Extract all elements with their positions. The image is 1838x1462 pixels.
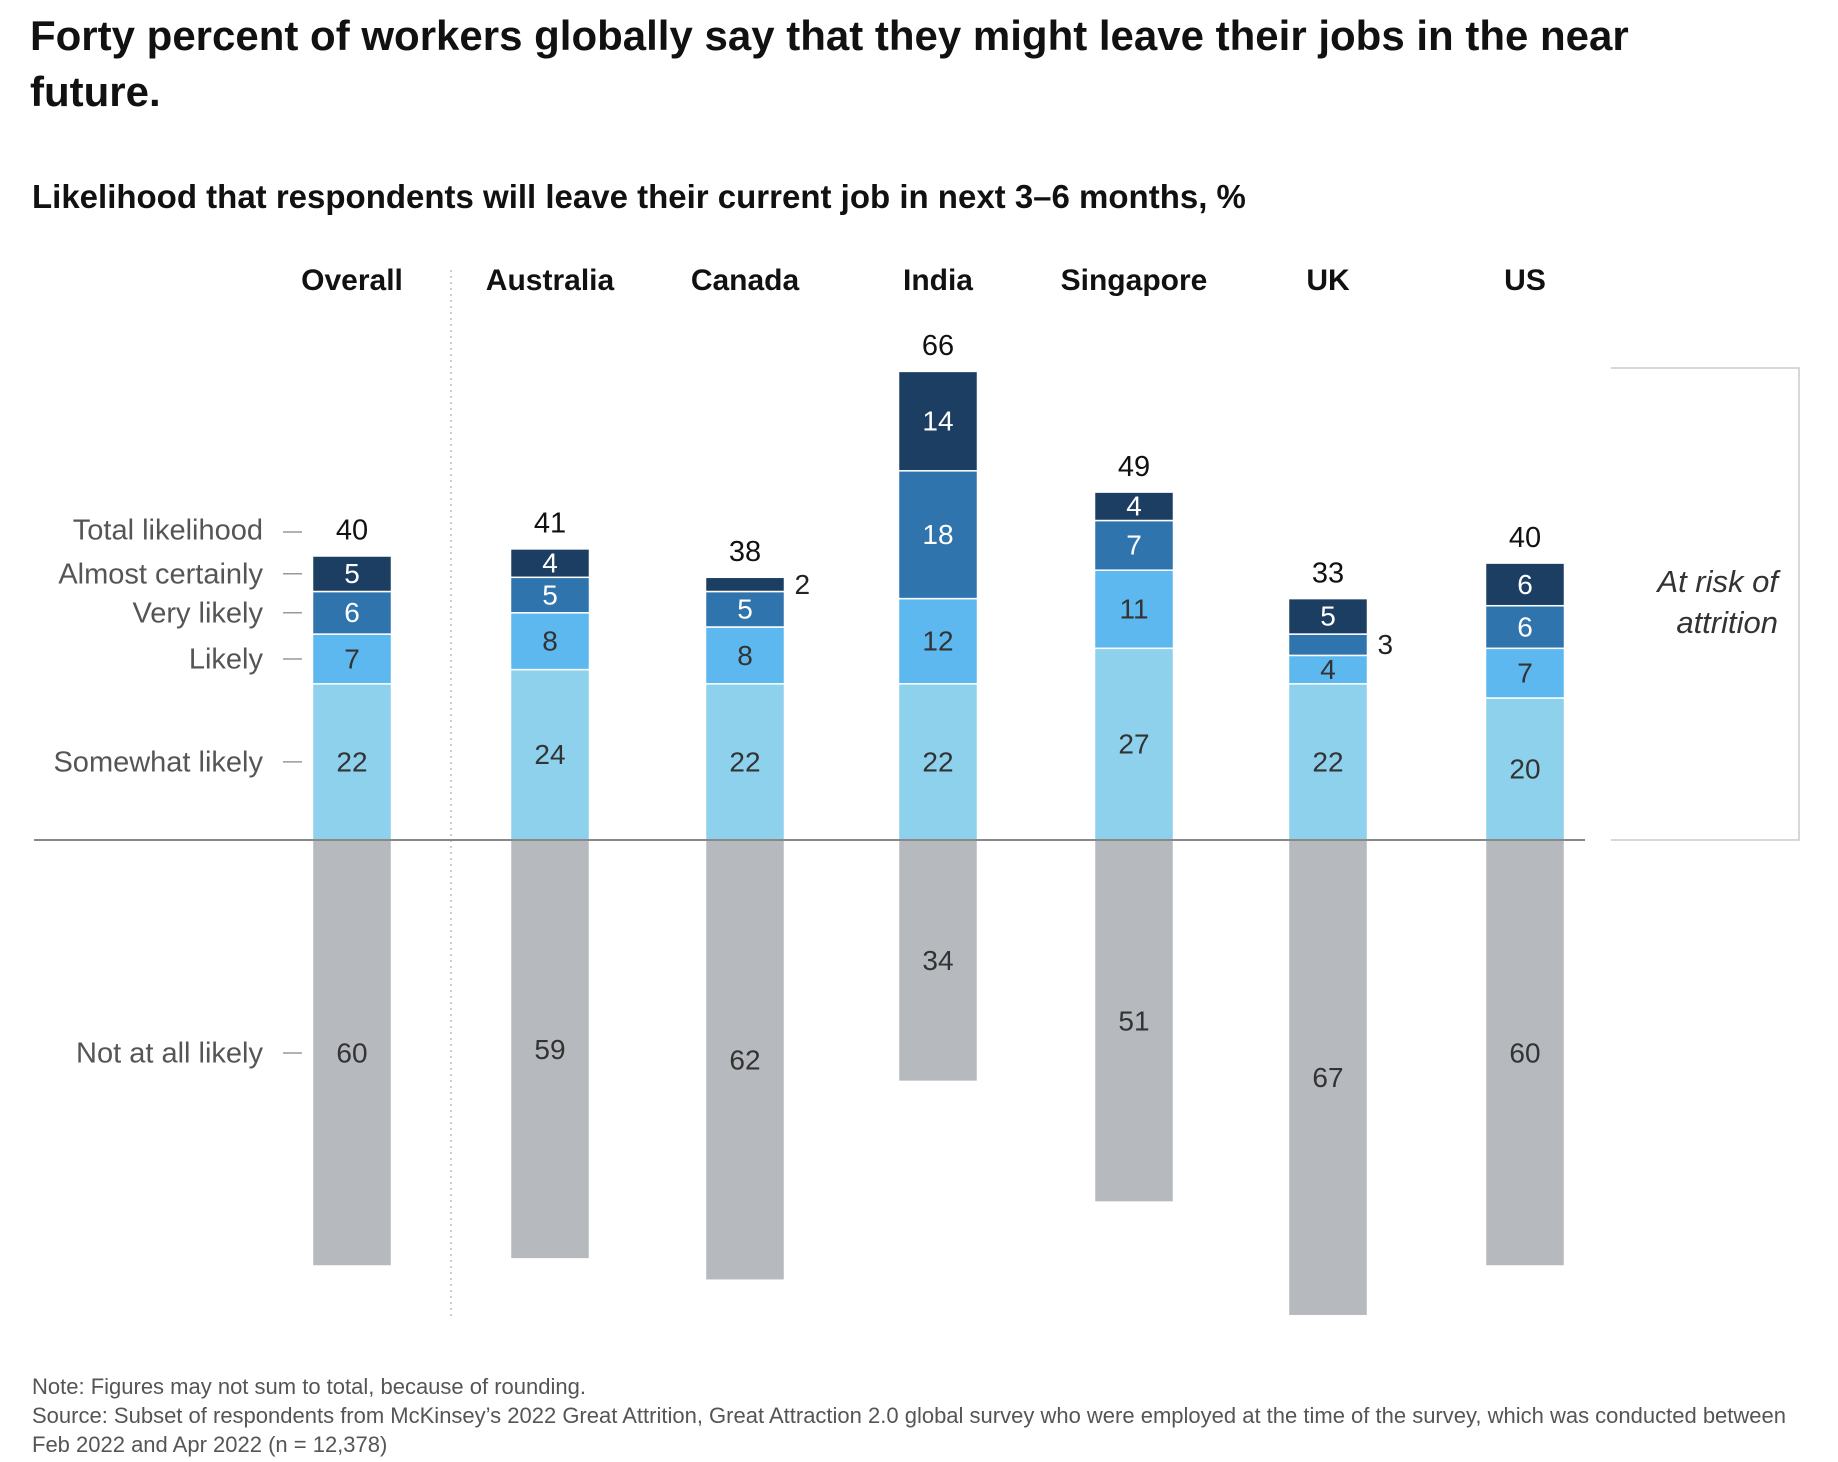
chart-title: Forty percent of workers globally say th…: [30, 12, 1629, 115]
category-label: Singapore: [1061, 264, 1208, 297]
segment-label: 59: [534, 1034, 565, 1065]
bar-segment: [1287, 633, 1369, 657]
footnotes: Note: Figures may not sum to total, beca…: [32, 1372, 1822, 1459]
bar-segment: [1093, 839, 1175, 1203]
segment-label: 51: [1118, 1005, 1149, 1036]
category-label: Overall: [301, 264, 403, 297]
bar-segment: [704, 683, 786, 841]
bar-segment: [1287, 597, 1369, 635]
segment-label: 60: [336, 1037, 367, 1068]
total-label: 49: [1118, 451, 1150, 483]
segment-label: 22: [729, 746, 760, 777]
legend-label: Likely: [189, 644, 264, 676]
legend-label: Somewhat likely: [53, 747, 263, 779]
bar-segment: [311, 590, 393, 635]
segment-label: 34: [922, 945, 953, 976]
total-label: 40: [336, 515, 368, 547]
bar-segment: [1484, 604, 1566, 650]
bar-segment: [1484, 839, 1566, 1267]
legend-label: Total likelihood: [73, 515, 263, 547]
category-label: Canada: [691, 264, 800, 297]
chart-subtitle: Likelihood that respondents will leave t…: [32, 178, 1246, 215]
segment-label: 22: [1312, 746, 1343, 777]
segment-label: 6: [1517, 611, 1533, 642]
segment-label: 62: [729, 1044, 760, 1075]
annotation: At risk of: [1655, 564, 1781, 599]
total-label: 38: [729, 536, 761, 568]
segment-label: 4: [542, 547, 558, 578]
segment-label: 4: [1320, 654, 1336, 685]
bar-segment: [1287, 839, 1369, 1317]
segment-label: 27: [1118, 729, 1149, 760]
legend-label: Almost certainly: [58, 558, 263, 590]
segment-label: 8: [737, 640, 753, 671]
bar-segment: [897, 683, 979, 841]
legend-label: Not at all likely: [76, 1038, 263, 1070]
bar-segment: [704, 576, 786, 593]
bar-segment: [1093, 569, 1175, 650]
bar-segment: [704, 839, 786, 1281]
segment-label: 4: [1126, 491, 1142, 522]
bar-segment: [311, 839, 393, 1267]
category-label: US: [1504, 264, 1546, 297]
segment-label: 5: [344, 558, 360, 589]
segment-label: 8: [542, 626, 558, 657]
legend-label: Very likely: [132, 597, 263, 629]
total-label: 66: [922, 330, 954, 362]
segment-label: 11: [1119, 594, 1148, 625]
segment-label: 22: [922, 746, 953, 777]
segment-label: 5: [542, 579, 558, 610]
segment-label: 7: [344, 643, 360, 674]
segment-label: 18: [922, 519, 953, 550]
bar-segment: [1093, 491, 1175, 522]
segment-label: 3: [1378, 629, 1394, 660]
bracket: [1611, 367, 1800, 841]
bar-segment: [1093, 647, 1175, 841]
category-label: Australia: [486, 264, 615, 297]
segment-label: 67: [1312, 1062, 1343, 1093]
source: Source: Subset of respondents from McKin…: [32, 1403, 1786, 1457]
bar-segment: [897, 470, 979, 600]
annotation: attrition: [1676, 605, 1778, 640]
bar-segment: [897, 370, 979, 472]
segment-label: 24: [534, 739, 565, 770]
segment-label: 60: [1509, 1037, 1540, 1068]
segment-label: 7: [1126, 530, 1142, 561]
bar-segment: [1287, 654, 1369, 685]
category-label: UK: [1306, 264, 1350, 297]
note: Note: Figures may not sum to total, beca…: [32, 1374, 586, 1399]
bar-segment: [311, 555, 393, 593]
bar-segment: [509, 548, 591, 579]
segment-label: 12: [922, 626, 953, 657]
bar-segment: [1093, 519, 1175, 571]
total-label: 40: [1509, 522, 1541, 554]
segment-label: 2: [795, 569, 811, 600]
segment-label: 7: [1517, 658, 1533, 689]
bar-segment: [704, 626, 786, 685]
segment-label: 5: [737, 594, 753, 625]
bar-segment: [897, 839, 979, 1083]
category-label: India: [903, 264, 973, 297]
total-label: 33: [1312, 557, 1344, 589]
segment-label: 14: [922, 405, 953, 436]
segment-label: 20: [1509, 753, 1540, 784]
bar-segment: [1484, 562, 1566, 607]
segment-label: 22: [336, 746, 367, 777]
segment-label: 6: [1517, 569, 1533, 600]
total-label: 41: [534, 508, 566, 540]
segment-label: 6: [344, 597, 360, 628]
bar-segment: [509, 839, 591, 1260]
bar-segment: [311, 633, 393, 685]
segment-label: 5: [1320, 601, 1336, 632]
bar-segment: [1484, 647, 1566, 699]
